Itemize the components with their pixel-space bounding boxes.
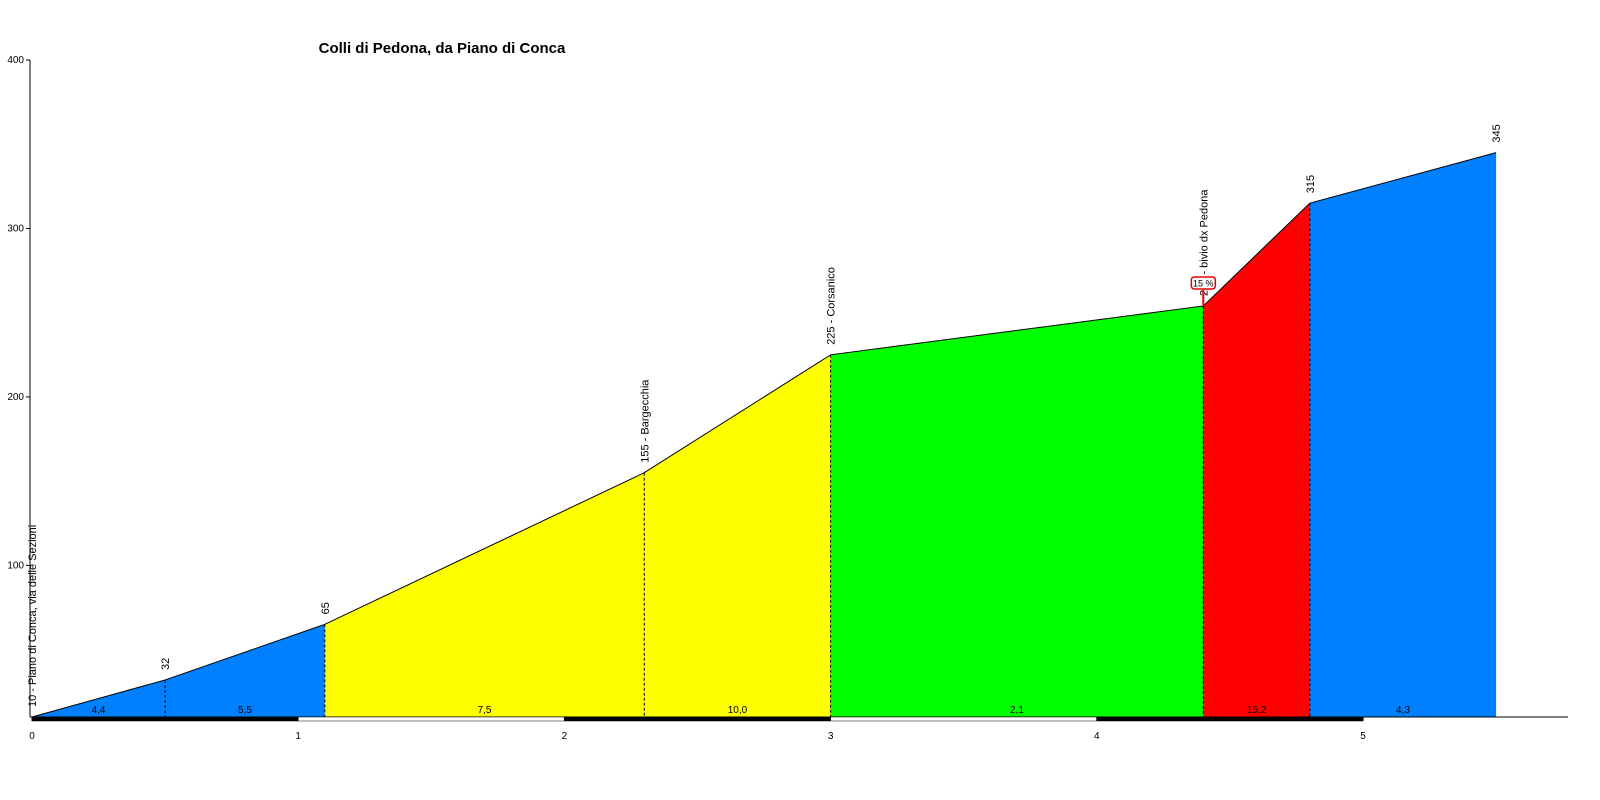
gradient-label: 10,0 [728,705,748,716]
y-tick-label: 300 [7,223,24,234]
gradient-label: 4,3 [1396,705,1410,716]
scale-bar [564,716,831,722]
gradient-label: 2,1 [1010,705,1024,716]
segment [830,305,1204,717]
scale-bar [1096,716,1364,722]
segment [1203,203,1310,717]
point-label: 10 - Piano di Conca, via delle Sezioni [27,525,39,707]
point-label: 254 - bivio dx Pedona [1198,189,1210,296]
x-tick-label: 5 [1360,731,1366,742]
scale-bar [31,716,299,722]
segment [1309,152,1497,718]
annotation-box [1190,276,1217,290]
gradient-label: 15,2 [1247,705,1267,716]
x-tick-label: 0 [29,731,35,742]
gradient-label: 7,5 [478,705,492,716]
y-tick-label: 200 [7,392,24,403]
scale-bar [297,716,565,722]
point-label: 65 [320,602,332,614]
point-label: 225 - Corsanico [826,267,838,345]
profile-line [31,152,1497,718]
segment [165,624,325,717]
x-tick-label: 2 [562,731,568,742]
scale-bar [830,716,1098,722]
point-label: 155 - Bargecchia [639,379,651,463]
x-tick-label: 3 [828,731,834,742]
x-tick-label: 1 [295,731,301,742]
annotation-text: 15 % [1193,278,1214,288]
chart-title: Colli di Pedona, da Piano di Conca [319,40,566,57]
segment [324,472,645,717]
y-tick-label: 400 [7,55,24,66]
y-tick-label: 100 [7,560,24,571]
x-tick-label: 4 [1094,731,1100,742]
segment [644,354,831,717]
point-label: 32 [160,658,172,670]
point-label: 345 [1491,124,1503,142]
point-label: 315 [1305,175,1317,193]
gradient-label: 4,4 [92,705,106,716]
gradient-label: 5,5 [238,705,252,716]
